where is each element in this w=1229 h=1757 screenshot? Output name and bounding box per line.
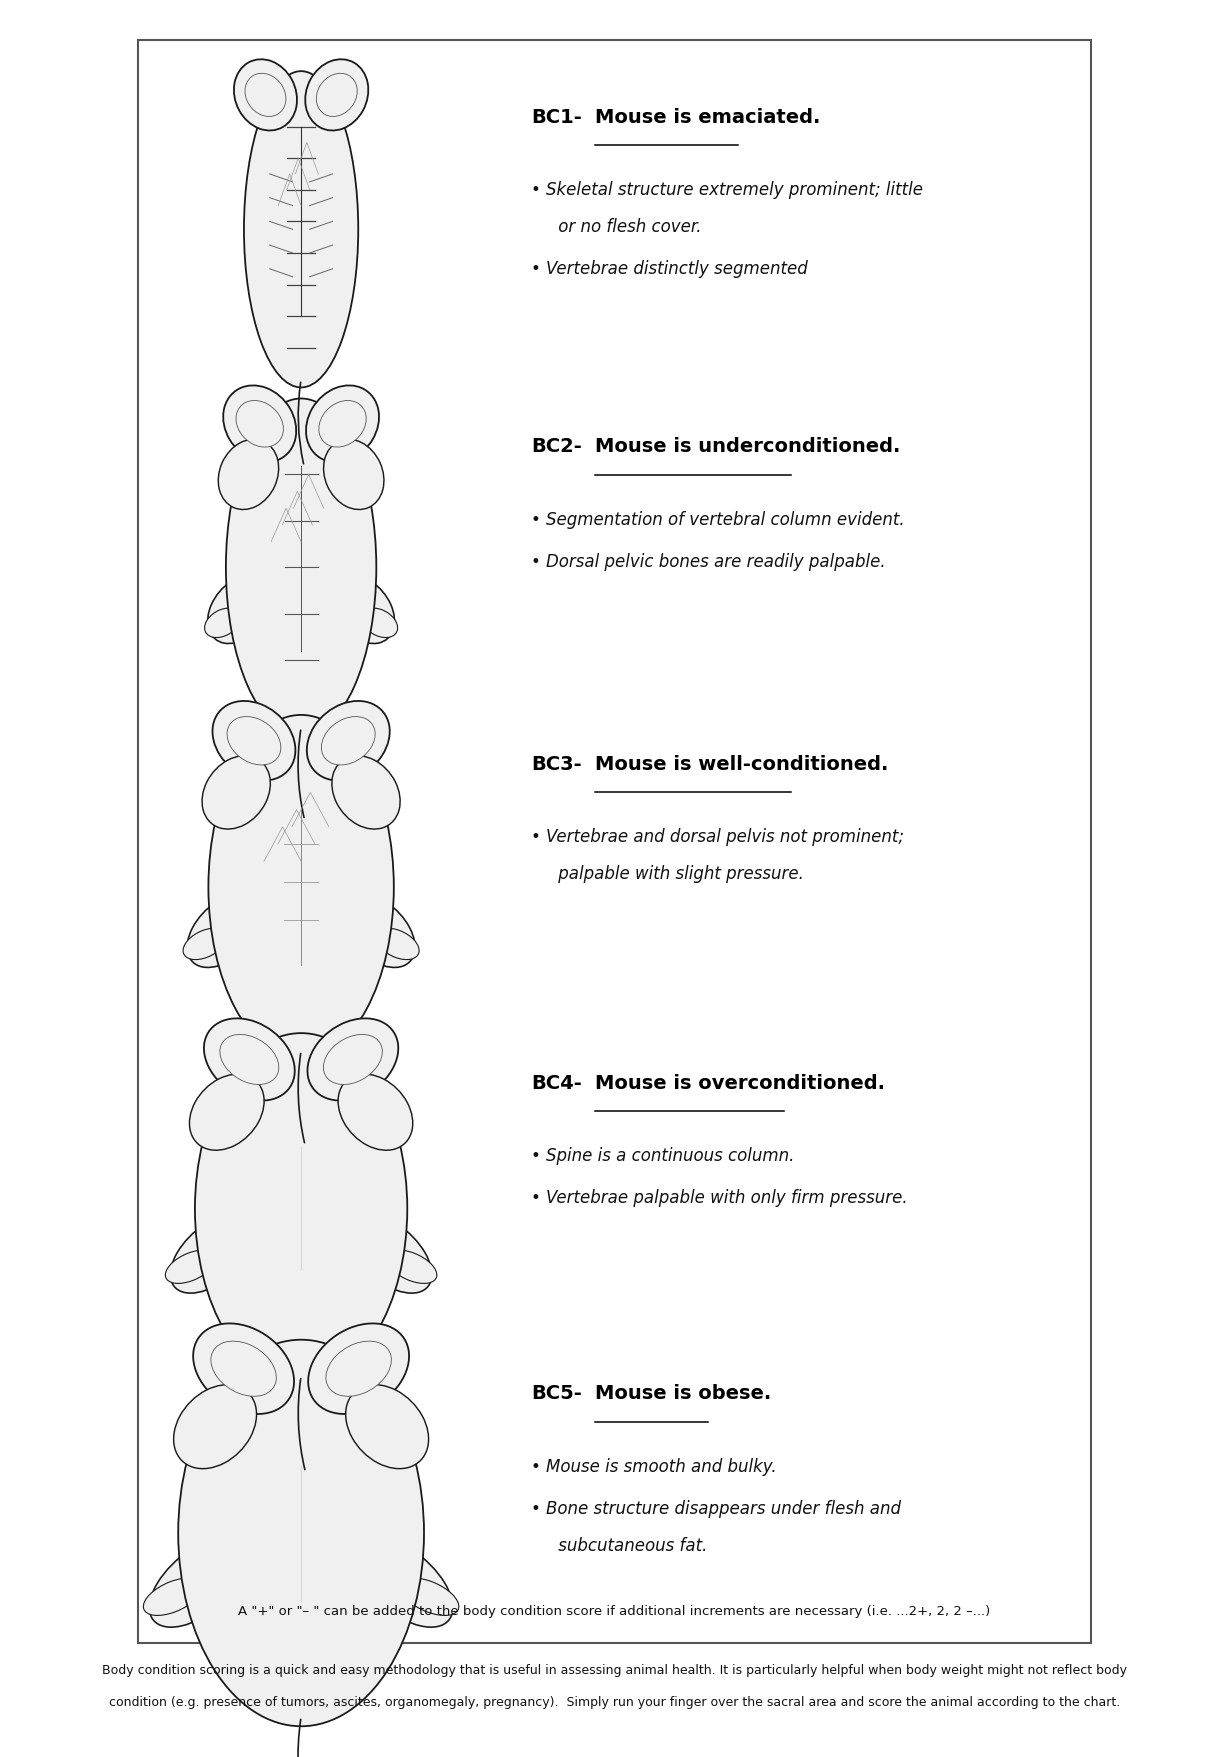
Ellipse shape	[173, 1385, 257, 1469]
Ellipse shape	[204, 608, 241, 638]
Ellipse shape	[361, 608, 398, 638]
Ellipse shape	[345, 1385, 429, 1469]
Ellipse shape	[307, 701, 390, 780]
Text: • Spine is a continuous column.: • Spine is a continuous column.	[531, 1147, 794, 1165]
Ellipse shape	[211, 1341, 277, 1397]
Ellipse shape	[150, 1536, 251, 1627]
Text: Mouse is overconditioned.: Mouse is overconditioned.	[595, 1074, 885, 1093]
Ellipse shape	[202, 756, 270, 829]
Ellipse shape	[399, 1578, 458, 1615]
Text: BC1-: BC1-	[531, 107, 581, 127]
Ellipse shape	[338, 1074, 413, 1151]
Ellipse shape	[376, 928, 419, 959]
Ellipse shape	[227, 717, 281, 764]
Ellipse shape	[326, 1341, 391, 1397]
Ellipse shape	[332, 756, 401, 829]
Ellipse shape	[245, 74, 286, 116]
Ellipse shape	[234, 60, 297, 130]
Ellipse shape	[331, 575, 395, 643]
Ellipse shape	[316, 74, 358, 116]
Ellipse shape	[307, 1019, 398, 1100]
Ellipse shape	[189, 1074, 264, 1151]
Text: BC3-: BC3-	[531, 754, 581, 773]
Text: subcutaneous fat.: subcutaneous fat.	[553, 1537, 708, 1555]
Ellipse shape	[305, 60, 369, 130]
Ellipse shape	[219, 439, 279, 510]
Ellipse shape	[306, 385, 379, 462]
Text: • Vertebrae palpable with only firm pressure.: • Vertebrae palpable with only firm pres…	[531, 1189, 907, 1207]
Ellipse shape	[323, 439, 383, 510]
Ellipse shape	[144, 1578, 203, 1615]
Ellipse shape	[344, 1212, 431, 1293]
Text: • Vertebrae and dorsal pelvis not prominent;: • Vertebrae and dorsal pelvis not promin…	[531, 828, 903, 847]
Ellipse shape	[193, 1323, 294, 1414]
Ellipse shape	[178, 1339, 424, 1725]
Text: palpable with slight pressure.: palpable with slight pressure.	[553, 864, 804, 884]
Text: • Skeletal structure extremely prominent; little: • Skeletal structure extremely prominent…	[531, 181, 923, 199]
Text: BC2-: BC2-	[531, 437, 581, 457]
Text: Mouse is underconditioned.: Mouse is underconditioned.	[595, 437, 900, 457]
Text: A "+" or "– " can be added to the body condition score if additional increments : A "+" or "– " can be added to the body c…	[238, 1606, 991, 1618]
Ellipse shape	[321, 717, 375, 764]
Ellipse shape	[187, 893, 263, 968]
Text: Mouse is well-conditioned.: Mouse is well-conditioned.	[595, 754, 889, 773]
Ellipse shape	[339, 893, 415, 968]
Ellipse shape	[171, 1212, 258, 1293]
Ellipse shape	[323, 1035, 382, 1084]
Ellipse shape	[209, 715, 393, 1059]
Ellipse shape	[387, 1251, 436, 1283]
Text: Mouse is emaciated.: Mouse is emaciated.	[595, 107, 820, 127]
Ellipse shape	[208, 575, 272, 643]
Ellipse shape	[226, 399, 376, 736]
Ellipse shape	[204, 1019, 295, 1100]
Text: • Vertebrae distinctly segmented: • Vertebrae distinctly segmented	[531, 260, 807, 278]
Text: Body condition scoring is a quick and easy methodology that is useful in assessi: Body condition scoring is a quick and ea…	[102, 1664, 1127, 1676]
Ellipse shape	[351, 1536, 452, 1627]
Ellipse shape	[183, 928, 226, 959]
Text: • Segmentation of vertebral column evident.: • Segmentation of vertebral column evide…	[531, 511, 905, 529]
Text: or no flesh cover.: or no flesh cover.	[553, 218, 702, 235]
Ellipse shape	[308, 1323, 409, 1414]
Bar	[138, 40, 1091, 1643]
Ellipse shape	[166, 1251, 215, 1283]
Ellipse shape	[236, 401, 284, 446]
Ellipse shape	[220, 1035, 279, 1084]
Ellipse shape	[318, 401, 366, 446]
Ellipse shape	[195, 1033, 407, 1385]
Text: • Mouse is smooth and bulky.: • Mouse is smooth and bulky.	[531, 1458, 777, 1476]
Text: • Bone structure disappears under flesh and: • Bone structure disappears under flesh …	[531, 1500, 901, 1518]
Text: condition (e.g. presence of tumors, ascites, organomegaly, pregnancy).  Simply r: condition (e.g. presence of tumors, asci…	[109, 1696, 1120, 1708]
Text: BC4-: BC4-	[531, 1074, 581, 1093]
Ellipse shape	[224, 385, 296, 462]
Ellipse shape	[213, 701, 295, 780]
Text: • Dorsal pelvic bones are readily palpable.: • Dorsal pelvic bones are readily palpab…	[531, 553, 886, 571]
Text: Mouse is obese.: Mouse is obese.	[595, 1385, 771, 1404]
Ellipse shape	[243, 70, 359, 387]
Text: BC5-: BC5-	[531, 1385, 581, 1404]
